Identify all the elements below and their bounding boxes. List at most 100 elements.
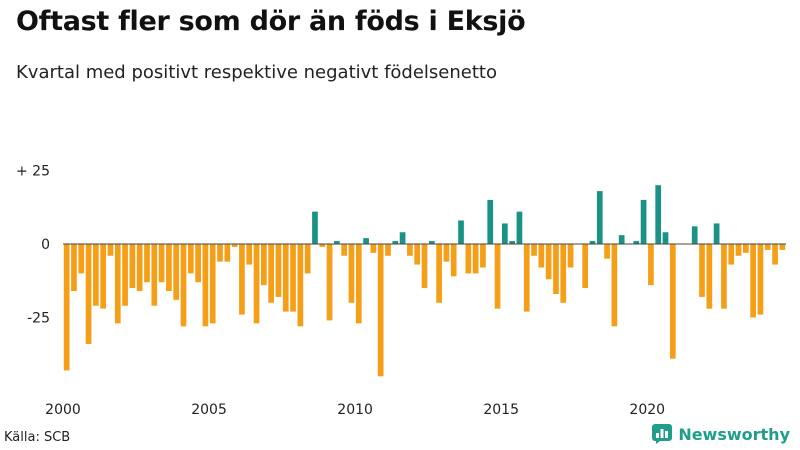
bar-negative — [604, 244, 610, 259]
bar-negative — [421, 244, 428, 289]
bar-negative — [472, 244, 479, 274]
bar-negative — [611, 244, 618, 327]
bar-negative — [699, 244, 705, 297]
bar-negative — [560, 244, 567, 303]
bar-negative — [648, 244, 654, 286]
brand-logo[interactable]: Newsworthy — [652, 424, 790, 444]
bar-negative — [158, 244, 165, 283]
bar-negative — [253, 244, 260, 324]
bar-negative — [136, 244, 143, 292]
bar-negative — [114, 244, 121, 324]
bar-negative — [348, 244, 355, 303]
bar-negative — [742, 244, 749, 253]
bar-negative — [85, 244, 92, 344]
y-tick-label: 0 — [41, 237, 50, 253]
bar-negative — [224, 244, 231, 262]
bar-positive — [662, 232, 669, 244]
bar-negative — [71, 244, 77, 292]
bar-negative — [436, 244, 442, 303]
bar-negative — [246, 244, 253, 265]
x-axis: 2000 2005 2010 2015 2020 — [45, 402, 665, 418]
bar-positive — [655, 185, 662, 244]
bar-positive — [428, 241, 435, 244]
bar-negative — [239, 244, 245, 315]
bar-positive — [618, 235, 625, 244]
bar-negative — [282, 244, 289, 312]
bar-negative — [750, 244, 756, 318]
bar-positive — [713, 223, 720, 244]
bar-positive — [589, 241, 596, 244]
bar-negative — [268, 244, 274, 303]
bar-positive — [509, 241, 515, 244]
bar-negative — [531, 244, 537, 256]
bar-negative — [151, 244, 158, 306]
bar-negative — [297, 244, 304, 327]
bar-negative — [764, 244, 771, 250]
bar-negative — [567, 244, 574, 268]
bar-negative — [180, 244, 187, 327]
bar-negative — [260, 244, 267, 286]
bar-negative — [231, 244, 238, 247]
newsworthy-logo-icon — [652, 424, 673, 444]
chart-title: Oftast fler som dör än föds i Eksjö — [16, 6, 526, 37]
bar-negative — [553, 244, 559, 294]
bar-positive — [691, 226, 698, 244]
bar-negative — [772, 244, 778, 265]
bar-negative — [480, 244, 486, 268]
bar-negative — [107, 244, 114, 256]
bar-positive — [596, 191, 603, 244]
bar-positive — [334, 241, 340, 244]
bar-positive — [312, 211, 318, 244]
bar-negative — [407, 244, 413, 256]
bar-negative — [304, 244, 311, 274]
bar-positive — [392, 241, 399, 244]
bar-negative — [275, 244, 282, 297]
bar-negative — [122, 244, 128, 306]
bars — [63, 185, 786, 377]
bar-negative — [377, 244, 384, 377]
bar-negative — [93, 244, 99, 306]
bar-positive — [640, 199, 647, 244]
y-axis: + 25 0 -25 — [16, 164, 50, 327]
x-tick-label: 2020 — [629, 402, 665, 418]
bar-negative — [385, 244, 391, 256]
bar-negative — [319, 244, 326, 247]
bar-negative — [721, 244, 727, 309]
bar-negative — [144, 244, 150, 283]
source-note: Källa: SCB — [4, 430, 71, 445]
x-tick-label: 2000 — [45, 402, 81, 418]
bar-positive — [633, 241, 640, 244]
bar-negative — [370, 244, 377, 253]
bar-negative — [706, 244, 713, 309]
bar-negative — [523, 244, 530, 312]
bar-negative — [290, 244, 296, 312]
bar-positive — [516, 211, 523, 244]
bar-positive — [501, 223, 508, 244]
bar-positive — [458, 220, 464, 244]
bar-negative — [202, 244, 209, 327]
bar-negative — [779, 244, 786, 250]
bar-negative — [341, 244, 348, 256]
brand-name: Newsworthy — [678, 424, 790, 444]
bar-negative — [757, 244, 764, 315]
x-tick-label: 2015 — [483, 402, 519, 418]
bar-negative — [465, 244, 472, 274]
chart-subtitle: Kvartal med positivt respektive negativt… — [16, 62, 497, 83]
bar-negative — [63, 244, 70, 371]
bar-negative — [545, 244, 552, 280]
bar-negative — [129, 244, 136, 289]
y-tick-label: + 25 — [16, 164, 50, 180]
bar-negative — [735, 244, 742, 256]
bar-negative — [355, 244, 362, 324]
x-tick-label: 2010 — [337, 402, 373, 418]
bar-negative — [217, 244, 223, 262]
x-tick-label: 2005 — [191, 402, 227, 418]
bar-negative — [443, 244, 450, 262]
y-tick-label: -25 — [27, 311, 50, 327]
bar-negative — [166, 244, 172, 292]
bar-negative — [326, 244, 333, 321]
bar-negative — [669, 244, 676, 359]
bar-positive — [399, 232, 406, 244]
bar-negative — [173, 244, 180, 300]
